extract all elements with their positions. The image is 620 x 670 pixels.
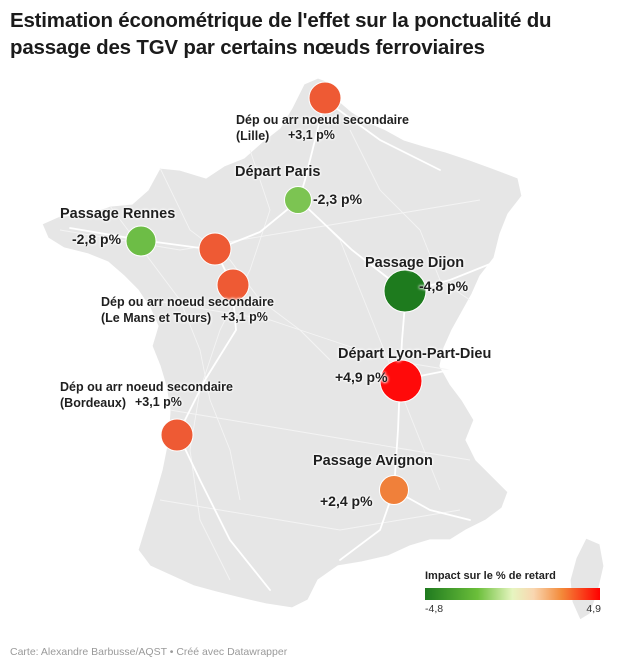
marker-lemans[interactable] — [198, 232, 232, 266]
label-rennes: Passage Rennes — [60, 206, 176, 222]
marker-avignon[interactable] — [379, 475, 409, 505]
node-markers — [125, 81, 427, 505]
value-lille: +3,1 p% — [288, 128, 335, 142]
label-lemans-text: Dép ou arr noeud secondaire (Le Mans et … — [101, 295, 274, 325]
legend-gradient-bar — [425, 588, 600, 600]
color-legend: Impact sur le % de retard -4,8 4,9 — [425, 570, 603, 617]
label-lyon: Départ Lyon-Part-Dieu — [338, 346, 492, 362]
legend-ticks: -4,8 4,9 — [425, 603, 603, 617]
footer-credit: Carte: Alexandre Barbusse/AQST • Créé av… — [10, 646, 288, 658]
label-lemans: Dép ou arr noeud secondaire (Le Mans et … — [101, 294, 291, 326]
marker-tours[interactable] — [216, 268, 250, 302]
marker-paris[interactable] — [284, 186, 312, 214]
value-paris: -2,3 p% — [313, 191, 363, 207]
map-title: Estimation économétrique de l'effet sur … — [10, 9, 552, 59]
value-avignon: +2,4 p% — [320, 493, 373, 509]
marker-lille[interactable] — [308, 81, 342, 115]
legend-max-label: 4,9 — [586, 603, 601, 615]
label-bordeaux-text: Dép ou arr noeud secondaire (Bordeaux) — [60, 380, 233, 410]
value-lemans: +3,1 p% — [221, 310, 268, 324]
value-rennes: -2,8 p% — [72, 231, 122, 247]
marker-lyon[interactable] — [379, 359, 423, 403]
value-lyon: +4,9 p% — [335, 369, 388, 385]
value-dijon: -4,8 p% — [419, 278, 469, 294]
label-dijon: Passage Dijon — [365, 255, 465, 271]
marker-rennes[interactable] — [125, 225, 157, 257]
label-lille: Dép ou arr noeud secondaire (Lille) — [236, 112, 426, 144]
france-land — [41, 77, 523, 609]
france-map — [41, 77, 605, 621]
marker-bordeaux[interactable] — [160, 418, 194, 452]
value-bordeaux: +3,1 p% — [135, 395, 182, 409]
label-lille-text: Dép ou arr noeud secondaire (Lille) — [236, 113, 409, 143]
department-borders — [59, 129, 481, 581]
label-avignon: Passage Avignon — [313, 453, 433, 469]
legend-min-label: -4,8 — [425, 603, 444, 615]
label-paris: Départ Paris — [235, 164, 321, 180]
label-bordeaux: Dép ou arr noeud secondaire (Bordeaux) — [60, 379, 245, 411]
legend-title: Impact sur le % de retard — [425, 570, 556, 582]
marker-dijon[interactable] — [383, 269, 427, 313]
